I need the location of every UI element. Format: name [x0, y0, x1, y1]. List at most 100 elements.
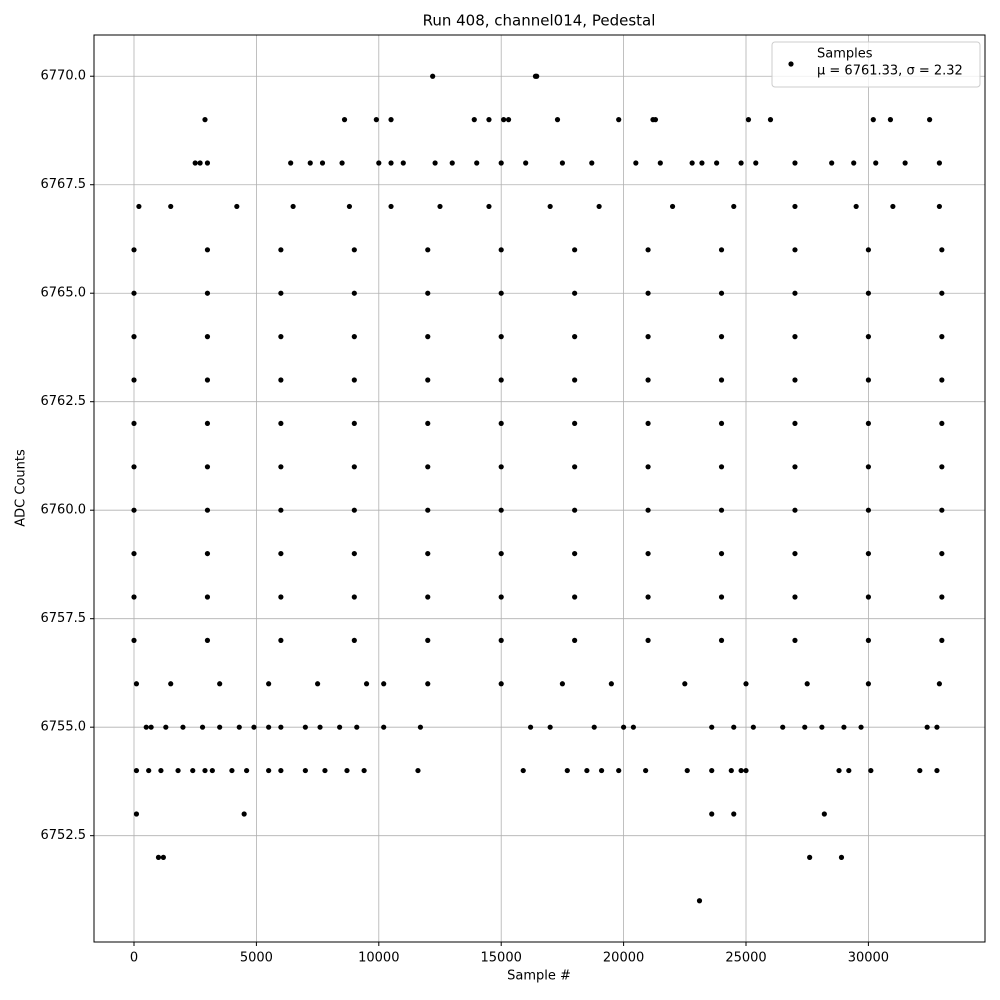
data-point	[352, 638, 357, 643]
background	[0, 0, 1000, 1000]
data-point	[388, 204, 393, 209]
data-point	[352, 334, 357, 339]
data-point	[278, 334, 283, 339]
data-point	[858, 725, 863, 730]
data-point	[134, 681, 139, 686]
data-point	[866, 551, 871, 556]
data-point	[158, 768, 163, 773]
data-point	[699, 160, 704, 165]
data-point	[180, 725, 185, 730]
data-point	[592, 725, 597, 730]
x-axis-label: Sample #	[507, 969, 571, 984]
data-point	[131, 377, 136, 382]
data-point	[572, 638, 577, 643]
data-point	[572, 421, 577, 426]
data-point	[751, 725, 756, 730]
data-point	[731, 811, 736, 816]
data-point	[131, 594, 136, 599]
data-point	[156, 855, 161, 860]
data-point	[320, 160, 325, 165]
x-tick-label: 10000	[358, 951, 399, 966]
data-point	[645, 421, 650, 426]
data-point	[499, 551, 504, 556]
data-point	[499, 160, 504, 165]
data-point	[609, 681, 614, 686]
data-point	[210, 768, 215, 773]
data-point	[822, 811, 827, 816]
data-point	[278, 377, 283, 382]
data-point	[709, 725, 714, 730]
data-point	[645, 551, 650, 556]
data-point	[352, 291, 357, 296]
data-point	[251, 725, 256, 730]
y-tick-label: 6752.5	[41, 828, 87, 843]
data-point	[163, 725, 168, 730]
data-point	[131, 334, 136, 339]
data-point	[433, 160, 438, 165]
data-point	[523, 160, 528, 165]
data-point	[888, 117, 893, 122]
data-point	[565, 768, 570, 773]
data-point	[499, 334, 504, 339]
data-point	[534, 74, 539, 79]
data-point	[486, 117, 491, 122]
data-point	[709, 811, 714, 816]
data-point	[425, 508, 430, 513]
data-point	[866, 508, 871, 513]
data-point	[401, 160, 406, 165]
data-point	[344, 768, 349, 773]
data-point	[352, 247, 357, 252]
data-point	[131, 421, 136, 426]
data-point	[719, 594, 724, 599]
data-point	[939, 377, 944, 382]
data-point	[474, 160, 479, 165]
legend-label: Samples	[817, 47, 873, 62]
data-point	[425, 681, 430, 686]
data-point	[597, 204, 602, 209]
data-point	[719, 638, 724, 643]
data-point	[388, 117, 393, 122]
data-point	[303, 768, 308, 773]
data-point	[175, 768, 180, 773]
data-point	[499, 377, 504, 382]
data-point	[352, 551, 357, 556]
data-point	[425, 594, 430, 599]
data-point	[890, 204, 895, 209]
data-point	[205, 377, 210, 382]
data-point	[697, 898, 702, 903]
data-point	[197, 160, 202, 165]
data-point	[616, 768, 621, 773]
data-point	[548, 204, 553, 209]
data-point	[653, 117, 658, 122]
data-point	[719, 377, 724, 382]
data-point	[829, 160, 834, 165]
data-point	[934, 725, 939, 730]
data-point	[731, 204, 736, 209]
data-point	[645, 247, 650, 252]
data-point	[205, 464, 210, 469]
data-point	[278, 768, 283, 773]
data-point	[418, 725, 423, 730]
data-point	[792, 334, 797, 339]
data-point	[506, 117, 511, 122]
data-point	[937, 160, 942, 165]
data-point	[205, 247, 210, 252]
y-tick-label: 6755.0	[41, 720, 87, 735]
chart: Run 408, channel014, Pedestal Sample # A…	[0, 0, 1000, 1000]
x-tick-label: 25000	[725, 951, 766, 966]
data-point	[645, 334, 650, 339]
data-point	[202, 117, 207, 122]
data-point	[572, 247, 577, 252]
data-point	[873, 160, 878, 165]
data-point	[425, 334, 430, 339]
data-point	[719, 291, 724, 296]
data-point	[425, 464, 430, 469]
data-point	[217, 725, 222, 730]
data-point	[450, 160, 455, 165]
data-point	[939, 291, 944, 296]
y-tick-label: 6757.5	[41, 611, 87, 626]
y-tick-label: 6767.5	[41, 177, 87, 192]
data-point	[866, 247, 871, 252]
y-axis-label: ADC Counts	[14, 449, 29, 527]
data-point	[499, 421, 504, 426]
